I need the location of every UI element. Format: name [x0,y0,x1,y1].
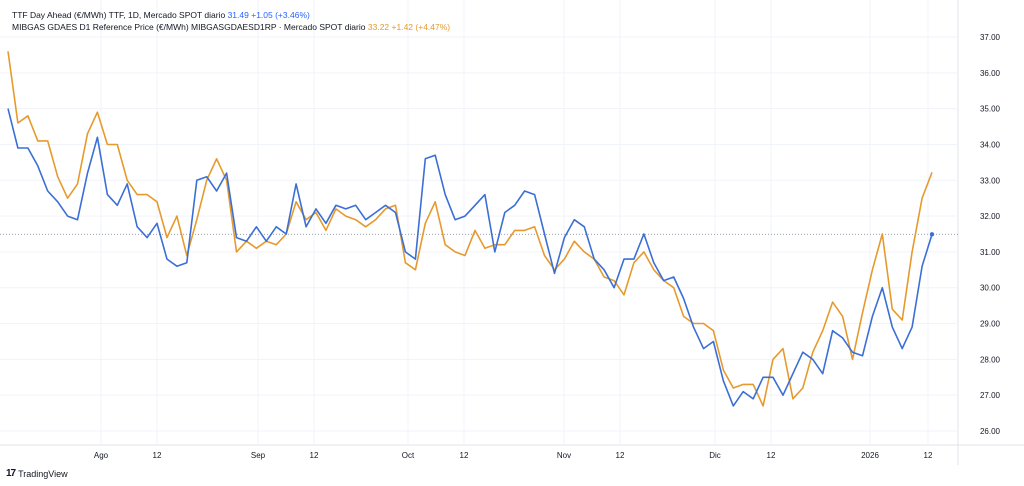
legend-name: MIBGAS GDAES D1 Reference Price (€/MWh) … [12,22,366,32]
y-tick-label: 36.00 [980,69,1001,78]
y-tick-label: 29.00 [980,320,1001,329]
x-tick-label: Oct [402,451,415,460]
y-tick-label: 33.00 [980,176,1001,185]
x-tick-label: Dic [709,451,721,460]
tradingview-logo-icon: 17 [6,468,16,479]
x-tick-label: 12 [616,451,625,460]
series-points [7,51,935,406]
x-tick-label: Ago [94,451,109,460]
data-point-ttf [929,232,935,237]
logo-text: TradingView [18,468,68,479]
series-line-ttf [7,108,933,407]
legend-item-ttf[interactable]: TTF Day Ahead (€/MWh) TTF, 1D, Mercado S… [12,9,450,21]
x-tick-label: 12 [310,451,319,460]
y-tick-label: 28.00 [980,355,1001,364]
y-tick-label: 26.00 [980,427,1001,436]
y-tick-label: 30.00 [980,284,1001,293]
y-tick-label: 34.00 [980,140,1001,149]
y-tick-label: 31.00 [980,248,1001,257]
x-tick-label: Nov [557,451,571,460]
y-tick-label: 27.00 [980,391,1001,400]
x-tick-label: 12 [460,451,469,460]
x-tick-label: Sep [251,451,266,460]
tradingview-logo[interactable]: 17 TradingView [6,468,68,479]
x-tick-label: 12 [924,451,933,460]
legend-change: +1.05 (+3.46%) [251,10,310,20]
grid [0,0,1024,465]
y-tick-label: 35.00 [980,105,1001,114]
legend-last: 33.22 [367,22,390,32]
legend-item-mibgas[interactable]: MIBGAS GDAES D1 Reference Price (€/MWh) … [12,21,450,33]
y-tick-label: 37.00 [980,33,1001,42]
x-tick-label: 12 [767,451,776,460]
x-tick-label: 12 [153,451,162,460]
x-tick-label: 2026 [861,451,879,460]
y-axis[interactable]: 26.00 27.00 28.00 29.00 30.00 31.00 32.00 33.00… [980,33,1001,436]
y-tick-label: 32.00 [980,212,1001,221]
series-line-mibgas [7,51,933,407]
x-axis[interactable]: Ago 12 Sep 12 Oct 12 Nov 12 Dic 12 2026 12 [94,451,933,460]
legend-name: TTF Day Ahead (€/MWh) TTF, 1D, Mercado S… [12,10,226,20]
legend-change: +1.42 (+4.47%) [391,22,451,32]
legend-last: 31.49 [227,10,249,20]
legend: TTF Day Ahead (€/MWh) TTF, 1D, Mercado S… [12,9,450,33]
